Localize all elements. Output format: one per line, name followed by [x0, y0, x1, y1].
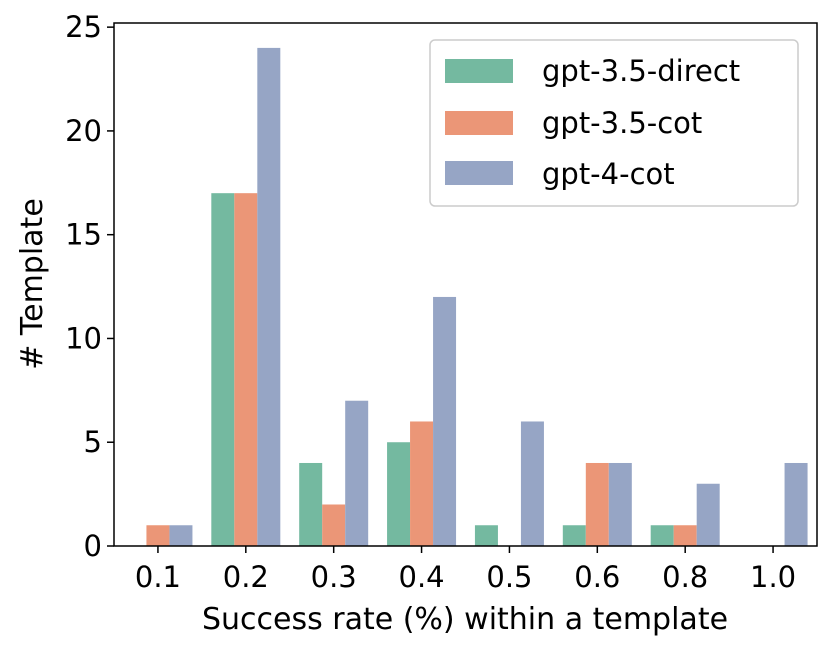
- x-tick-label: 0.6: [574, 560, 620, 594]
- bar-gpt-3.5-cot-0.2: [234, 193, 258, 546]
- bar-gpt-4-cot-0.5: [520, 421, 544, 546]
- bar-gpt-3.5-direct-0.2: [211, 193, 235, 546]
- x-tick-label: 1.0: [750, 560, 796, 594]
- legend-frame: [429, 39, 799, 207]
- bar-gpt-4-cot-0.1: [169, 525, 193, 546]
- plot-frame: [113, 22, 818, 547]
- x-tick-label: 0.4: [399, 560, 445, 594]
- y-tick-label: 25: [65, 10, 102, 44]
- y-axis-label: # Template: [15, 198, 50, 370]
- bar-gpt-3.5-direct-0.6: [562, 525, 586, 546]
- bar-gpt-3.5-cot-0.4: [410, 421, 434, 546]
- y-axis: 0 5 10 15 20 25: [65, 10, 114, 563]
- bar-gpt-4-cot-0.4: [433, 296, 457, 546]
- legend-label-gpt-4-cot: gpt-4-cot: [542, 157, 675, 191]
- bar-gpt-3.5-direct-0.3: [299, 462, 323, 546]
- x-tick-label: 0.3: [311, 560, 357, 594]
- bar-gpt-3.5-cot-0.6: [585, 462, 609, 546]
- legend-swatch-gpt-3.5-cot: [445, 111, 513, 135]
- y-tick-label: 20: [65, 114, 102, 148]
- legend: gpt-3.5-direct gpt-3.5-cot gpt-4-cot: [429, 39, 799, 207]
- bar-gpt-4-cot-0.8: [696, 483, 720, 546]
- y-tick-label: 10: [65, 321, 102, 355]
- bar-gpt-3.5-cot-0.8: [673, 525, 697, 546]
- bar-gpt-3.5-direct-0.8: [650, 525, 674, 546]
- bar-gpt-3.5-cot-0.3: [322, 504, 346, 546]
- bar-gpt-3.5-cot-0.1: [146, 525, 170, 546]
- bars-group: [146, 47, 808, 547]
- legend-label-gpt-3.5-cot: gpt-3.5-cot: [542, 106, 702, 140]
- x-tick-label: 0.1: [135, 560, 181, 594]
- legend-swatch-gpt-4-cot: [445, 161, 513, 185]
- y-tick-label: 5: [84, 425, 102, 459]
- bar-gpt-3.5-direct-0.4: [387, 442, 411, 546]
- y-tick-label: 15: [65, 218, 102, 252]
- x-tick-label: 0.5: [486, 560, 532, 594]
- x-tick-label: 0.8: [662, 560, 708, 594]
- bar-gpt-4-cot-0.3: [345, 400, 369, 546]
- bar-gpt-4-cot-0.6: [608, 462, 632, 546]
- y-tick-label: 0: [84, 529, 102, 563]
- bar-gpt-3.5-direct-0.5: [474, 525, 498, 546]
- x-tick-label: 0.2: [223, 560, 269, 594]
- x-axis: 0.1 0.2 0.3 0.4 0.5 0.6 0.8 1.0: [135, 546, 796, 594]
- legend-swatch-gpt-3.5-direct: [445, 59, 513, 83]
- bar-gpt-4-cot-0.2: [257, 47, 281, 547]
- legend-label-gpt-3.5-direct: gpt-3.5-direct: [542, 54, 740, 88]
- x-axis-label: Success rate (%) within a template: [202, 602, 728, 637]
- bar-gpt-4-cot-1.0: [784, 462, 808, 546]
